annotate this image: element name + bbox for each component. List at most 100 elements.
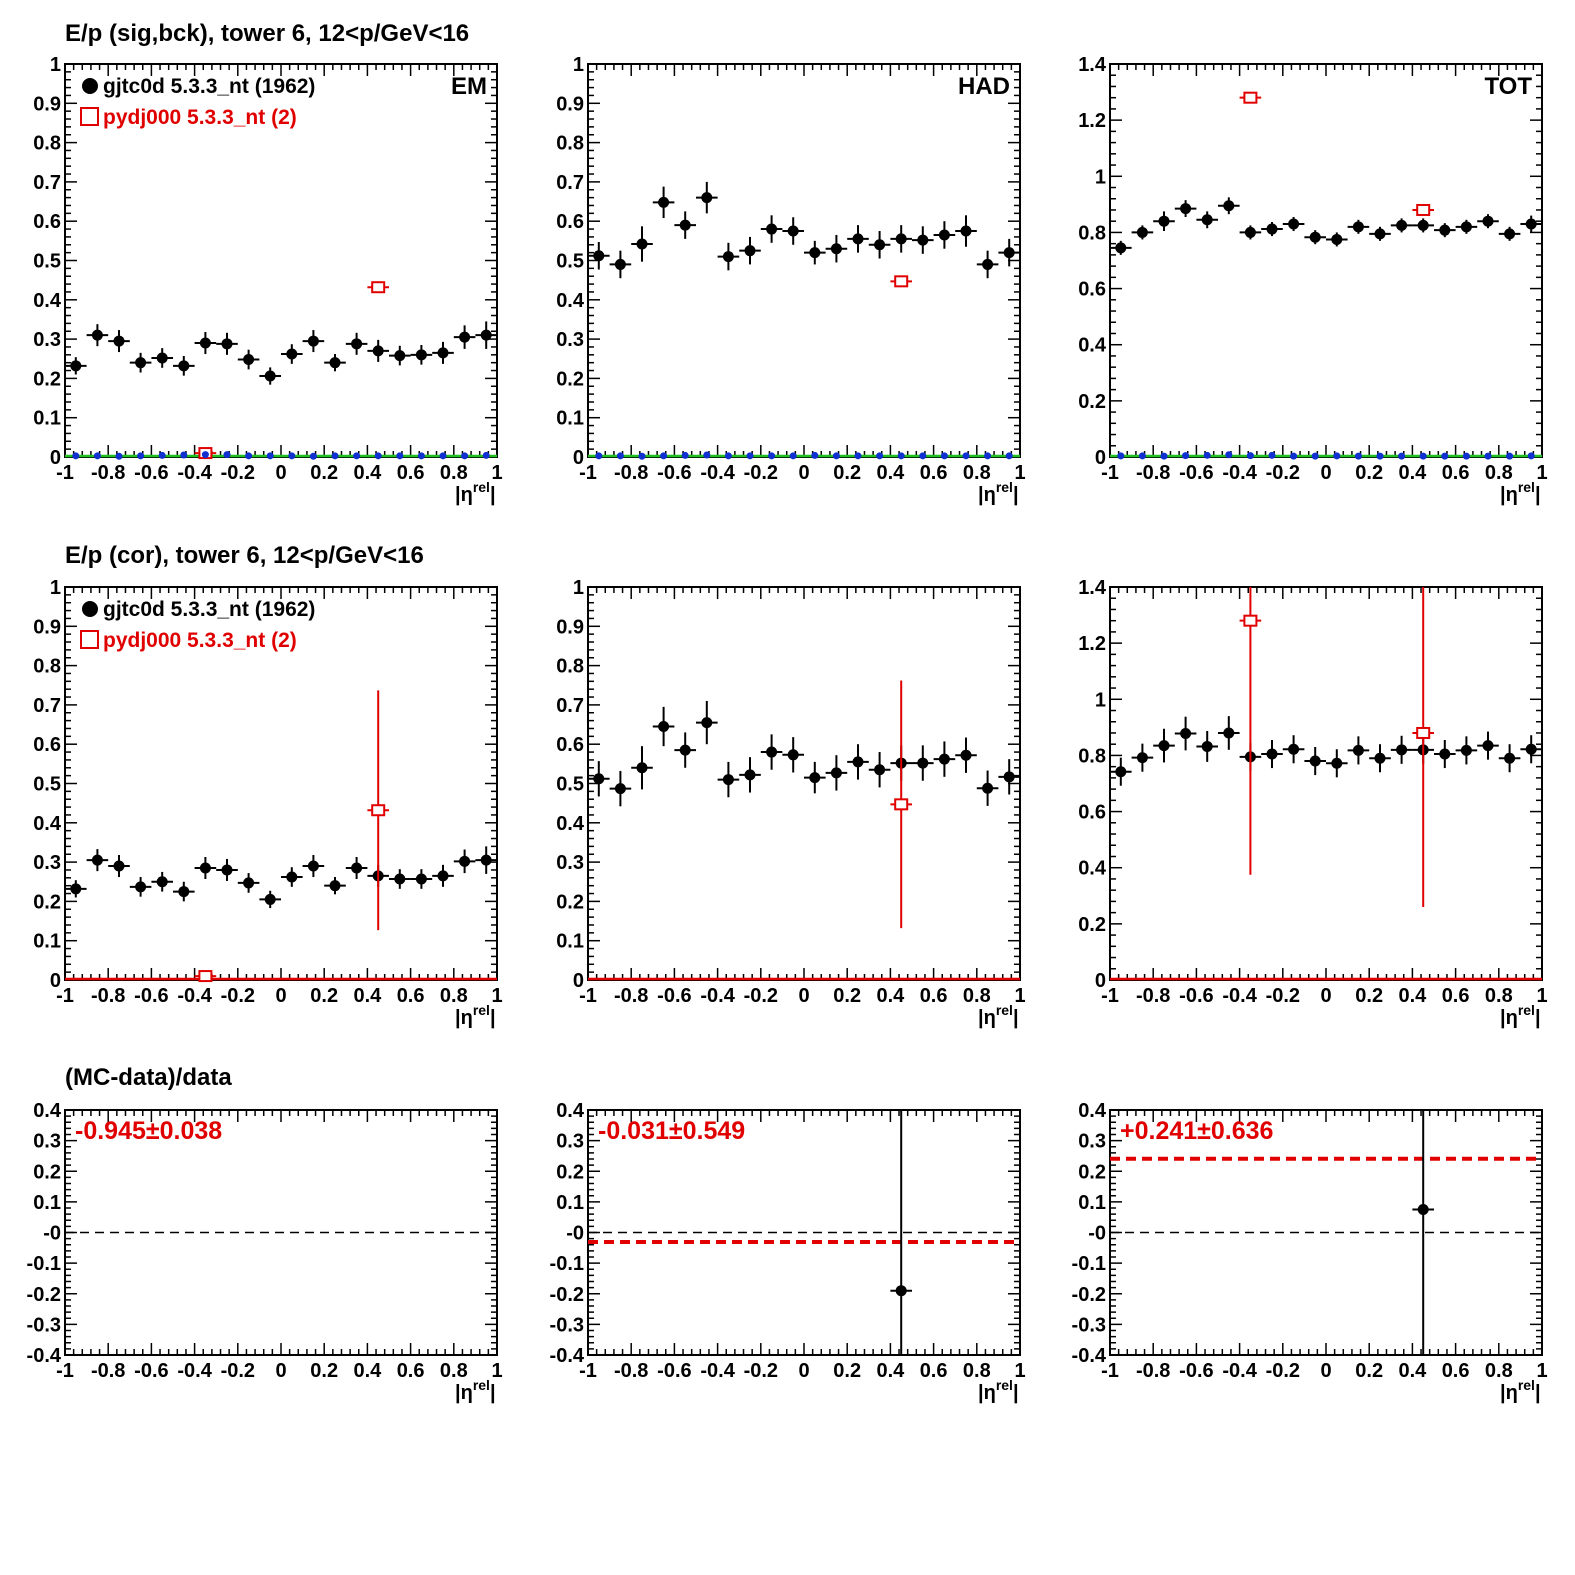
background-point bbox=[180, 451, 188, 459]
y-tick-label: 0 bbox=[1095, 970, 1106, 992]
x-tick-label: -0.8 bbox=[1136, 462, 1170, 484]
y-tick-label: 0.4 bbox=[33, 290, 62, 312]
background-point bbox=[1527, 452, 1535, 460]
data-point bbox=[960, 749, 972, 761]
data-point bbox=[1223, 200, 1235, 212]
background-point bbox=[616, 452, 624, 460]
x-tick-label: -0.8 bbox=[91, 462, 125, 484]
plot-frame bbox=[587, 586, 1021, 981]
y-tick-label: 1.4 bbox=[1078, 577, 1107, 599]
mc-point bbox=[894, 275, 909, 288]
data-point bbox=[199, 337, 211, 349]
x-tick-label: -0.6 bbox=[1179, 1360, 1213, 1382]
y-tick-label: -0 bbox=[1088, 1223, 1106, 1245]
background-point bbox=[789, 452, 797, 460]
background-point bbox=[1462, 452, 1470, 460]
data-point bbox=[1525, 743, 1537, 755]
x-tick-label: 0 bbox=[798, 985, 809, 1007]
x-tick-label: -0.4 bbox=[700, 1360, 735, 1382]
panel-0-1: -1 -0.8 -0.6 -0.4 -0.2 0 0.2 0.4 0.6 0.8 1 0 0.1 0.2 0… bbox=[556, 54, 1025, 506]
legend-label-data: gjtc0d 5.3.3_nt (1962) bbox=[103, 75, 315, 98]
row-title-sig-bck: E/p (sig,bck), tower 6, 12<p/GeV<16 bbox=[65, 20, 470, 47]
y-tick-label: 0.1 bbox=[33, 931, 61, 953]
background-point bbox=[1441, 452, 1449, 460]
data-point bbox=[135, 881, 147, 893]
y-tick-label: 0.1 bbox=[556, 1192, 584, 1214]
panel-0-0: -1 -0.8 -0.6 -0.4 -0.2 0 0.2 0.4 0.6 0.8 1 0 0.1 0.2 0… bbox=[33, 54, 502, 506]
data-point bbox=[809, 772, 821, 784]
y-tick-label: 0.6 bbox=[556, 734, 584, 756]
y-tick-label: 1 bbox=[1095, 689, 1106, 711]
panel-1-0: -1 -0.8 -0.6 -0.4 -0.2 0 0.2 0.4 0.6 0.8 1 0 0.1 0.2 0… bbox=[33, 577, 502, 1029]
x-tick-label: 0.4 bbox=[876, 1360, 905, 1382]
background-point bbox=[1354, 452, 1362, 460]
x-tick-label: 0.6 bbox=[1442, 1360, 1470, 1382]
y-tick-label: 0.8 bbox=[556, 656, 584, 678]
mc-point bbox=[371, 281, 386, 294]
x-axis-label: |ηrel| bbox=[1500, 1377, 1541, 1404]
x-axis-label: |ηrel| bbox=[455, 479, 496, 506]
x-tick-label: 1 bbox=[1014, 1360, 1025, 1382]
legend-marker-mc bbox=[80, 630, 99, 649]
x-tick-label: -1 bbox=[579, 1360, 597, 1382]
data-point bbox=[830, 243, 842, 255]
y-tick-label: -0.1 bbox=[27, 1253, 61, 1275]
y-tick-label: 0 bbox=[50, 447, 61, 469]
data-point bbox=[91, 854, 103, 866]
data-point bbox=[830, 767, 842, 779]
x-tick-label: 0 bbox=[798, 462, 809, 484]
data-point bbox=[351, 338, 363, 350]
y-tick-label: -0.3 bbox=[27, 1314, 61, 1336]
background-point bbox=[1117, 452, 1125, 460]
background-point bbox=[1333, 452, 1341, 460]
data-point bbox=[199, 862, 211, 874]
y-tick-label: 0.6 bbox=[1078, 279, 1106, 301]
x-tick-label: 0.8 bbox=[440, 985, 468, 1007]
y-tick-label: 0.4 bbox=[33, 1100, 62, 1122]
background-point bbox=[374, 452, 382, 460]
data-point bbox=[1136, 752, 1148, 764]
data-point bbox=[982, 258, 994, 270]
background-point bbox=[984, 452, 992, 460]
background-point bbox=[396, 452, 404, 460]
y-tick-label: -0 bbox=[566, 1223, 584, 1245]
y-tick-label: -0.1 bbox=[1072, 1253, 1106, 1275]
x-tick-label: 0.6 bbox=[920, 1360, 948, 1382]
x-tick-label: 1 bbox=[1536, 1360, 1547, 1382]
data-point bbox=[1352, 744, 1364, 756]
background-point bbox=[1484, 452, 1492, 460]
x-tick-label: 0.6 bbox=[1442, 985, 1470, 1007]
data-point bbox=[1331, 233, 1343, 245]
legend-marker-mc bbox=[80, 107, 99, 126]
data-point bbox=[1136, 226, 1148, 238]
data-point bbox=[938, 753, 950, 765]
data-point bbox=[1352, 221, 1364, 233]
y-tick-label: 0.7 bbox=[556, 172, 584, 194]
x-tick-label: -0.8 bbox=[614, 462, 648, 484]
data-point bbox=[113, 860, 125, 872]
background-point bbox=[1376, 452, 1384, 460]
data-point bbox=[70, 360, 82, 372]
data-point bbox=[243, 877, 255, 889]
data-point bbox=[766, 223, 778, 235]
data-point bbox=[156, 876, 168, 888]
y-tick-label: 0.2 bbox=[556, 891, 584, 913]
panel-1-1: -1 -0.8 -0.6 -0.4 -0.2 0 0.2 0.4 0.6 0.8 1 0 0.1 0.2 0… bbox=[556, 577, 1025, 1029]
x-tick-label: 0.6 bbox=[397, 1360, 425, 1382]
x-tick-label: -0.4 bbox=[177, 1360, 212, 1382]
data-point bbox=[852, 756, 864, 768]
y-tick-label: 0.2 bbox=[33, 891, 61, 913]
x-tick-label: 0.6 bbox=[1442, 462, 1470, 484]
background-point bbox=[1419, 452, 1427, 460]
y-tick-label: 0.2 bbox=[1078, 1161, 1106, 1183]
data-point bbox=[286, 348, 298, 360]
data-point bbox=[1482, 740, 1494, 752]
y-tick-label: 0.5 bbox=[556, 774, 584, 796]
panel-2-2: -1 -0.8 -0.6 -0.4 -0.2 0 0.2 0.4 0.6 0.8 1 -0.4 -0.3… bbox=[1072, 1100, 1548, 1404]
data-point bbox=[1417, 1204, 1429, 1216]
x-tick-label: 0 bbox=[1320, 462, 1331, 484]
y-tick-label: 0.7 bbox=[33, 695, 61, 717]
data-point bbox=[1504, 752, 1516, 764]
data-point bbox=[917, 234, 929, 246]
x-tick-label: 0.8 bbox=[1485, 462, 1513, 484]
